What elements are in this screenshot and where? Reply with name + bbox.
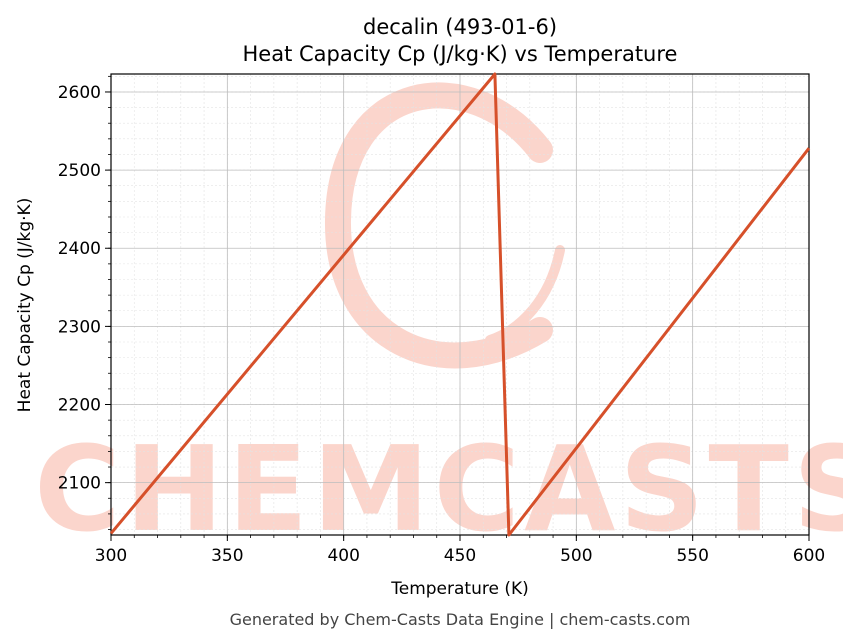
x-axis-label: Temperature (K) (390, 579, 529, 599)
footer-credit: Generated by Chem-Casts Data Engine | ch… (230, 610, 691, 629)
x-tick-label: 500 (560, 546, 592, 566)
series-layer (109, 72, 811, 537)
x-tick-label: 550 (676, 546, 708, 566)
chart-title: decalin (493-01-6) (363, 15, 557, 39)
x-tick-label: 400 (327, 546, 359, 566)
x-tick-label: 600 (793, 546, 825, 566)
chart-subtitle: Heat Capacity Cp (J/kg·K) vs Temperature (243, 42, 678, 66)
watermark-text: CHEMCASTS (34, 420, 843, 558)
y-tick-label: 2600 (58, 83, 101, 103)
axis-ticks (105, 75, 810, 541)
y-tick-label: 2400 (58, 239, 101, 259)
y-tick-label: 2200 (58, 396, 101, 416)
y-tick-label: 2300 (58, 317, 101, 337)
y-tick-label: 2100 (58, 474, 101, 494)
y-tick-labels: 2100 2200 2300 2400 2500 2600 (58, 83, 101, 494)
x-tick-label: 450 (444, 546, 476, 566)
y-tick-label: 2500 (58, 161, 101, 181)
x-tick-labels: 300 350 400 450 500 550 600 (95, 546, 825, 566)
x-tick-label: 350 (211, 546, 243, 566)
series-line-0 (109, 72, 811, 537)
x-tick-label: 300 (95, 546, 127, 566)
y-axis-label: Heat Capacity Cp (J/kg·K) (15, 198, 35, 413)
